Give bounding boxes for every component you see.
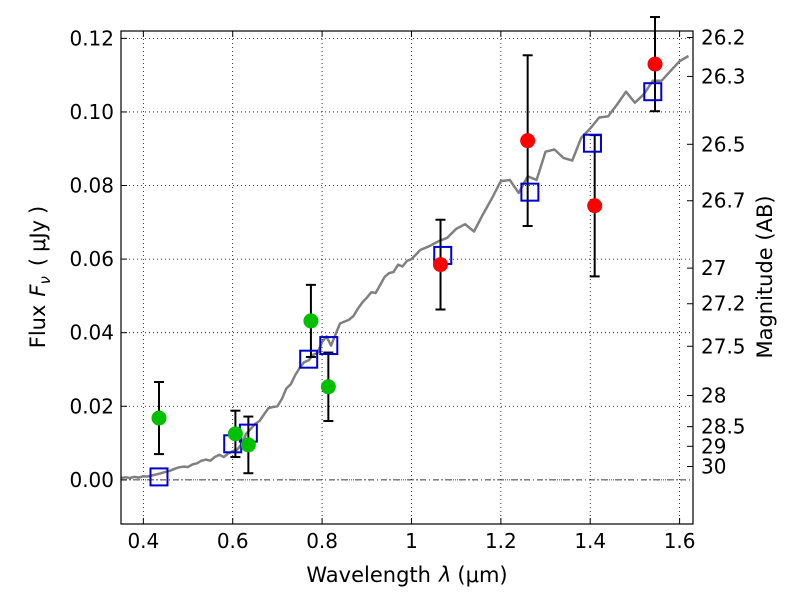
y-axis-label: FluxFν(μJy) (26, 206, 54, 349)
x-axis-label: Wavelength λ (μm) (306, 563, 507, 587)
y-tick-label: 0.12 (69, 26, 114, 50)
y2-tick-label: 30 (701, 454, 726, 478)
y-tick-label: 0.04 (69, 321, 114, 345)
x-tick-label: 0.6 (217, 529, 249, 553)
y2-tick-label: 28.5 (701, 415, 746, 439)
model-square-marker (299, 349, 319, 369)
x-tick-label: 0.4 (127, 529, 159, 553)
model-square-marker (520, 182, 540, 202)
y2-axis-label: Magnitude (AB) (753, 195, 777, 358)
red-point-marker (587, 198, 603, 214)
green-point-marker (151, 410, 167, 426)
plot-content (120, 16, 693, 487)
model-spectrum-line (120, 54, 690, 480)
y2-tick-label: 28 (701, 384, 726, 408)
model-square-marker (643, 82, 663, 102)
x-tick-label: 1.4 (574, 529, 606, 553)
model-square-marker (149, 467, 169, 487)
model-square-marker (582, 133, 602, 153)
x-axis-ticks: 0.4 0.6 0.8 1 1.2 1.4 1.6 (127, 31, 696, 553)
plot-frame (120, 30, 694, 525)
y-tick-label: 0.00 (69, 468, 114, 492)
y2-tick-label: 26.2 (701, 25, 746, 49)
green-point-marker (227, 426, 243, 442)
x-tick-label: 1.2 (485, 529, 517, 553)
green-point-marker (320, 379, 336, 395)
model-square-marker (319, 336, 339, 356)
red-point-marker (647, 56, 663, 72)
y2-tick-label: 29 (701, 434, 726, 458)
grid-lines (121, 31, 693, 524)
y-tick-label: 0.08 (69, 174, 114, 198)
x-tick-label: 0.8 (306, 529, 338, 553)
red-point-marker (433, 257, 449, 273)
green-point-marker (240, 437, 256, 453)
x-tick-label: 1 (405, 529, 418, 553)
y2-tick-label: 26.7 (701, 189, 746, 213)
y2-tick-label: 27 (701, 256, 726, 280)
y2-tick-label: 27.5 (701, 334, 746, 358)
y2-tick-label: 26.5 (701, 132, 746, 156)
y-tick-label: 0.10 (69, 100, 114, 124)
y2-tick-label: 27.2 (701, 292, 746, 316)
red-point-marker (520, 133, 536, 149)
y2-tick-label: 26.3 (701, 64, 746, 88)
y-tick-label: 0.02 (69, 394, 114, 418)
y-tick-label: 0.06 (69, 247, 114, 271)
x-tick-label: 1.6 (664, 529, 696, 553)
green-point-marker (303, 313, 319, 329)
y-axis-ticks: 0.00 0.02 0.04 0.06 0.08 0.10 0.12 (69, 26, 127, 492)
